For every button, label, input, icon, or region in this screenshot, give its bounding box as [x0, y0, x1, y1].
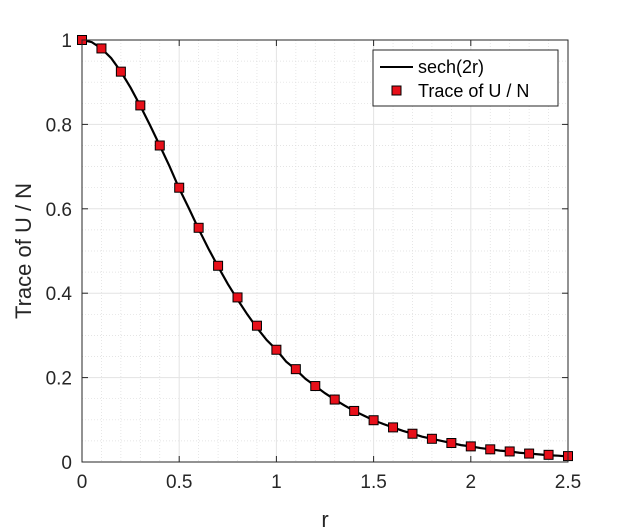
y-tick-label: 0 [61, 453, 72, 474]
data-point-marker [388, 422, 399, 433]
y-tick-label: 0.6 [46, 200, 72, 221]
legend-label-line: sech(2r) [418, 57, 484, 77]
x-tick-label: 0 [77, 472, 88, 493]
x-tick-label: 1 [271, 472, 282, 493]
data-point-marker [368, 415, 379, 426]
legend: sech(2r) Trace of U / N [372, 49, 559, 107]
x-tick-label: 1.5 [360, 472, 386, 493]
data-point-marker [135, 100, 146, 111]
x-axis-label: r [321, 507, 328, 531]
legend-box [372, 49, 559, 107]
data-point-marker [232, 292, 243, 303]
data-point-marker [271, 344, 282, 355]
y-tick-label: 0.2 [46, 369, 72, 390]
data-point-marker [154, 140, 165, 151]
plot-frame [81, 39, 569, 463]
data-point-marker [290, 364, 301, 375]
data-point-marker [213, 260, 224, 271]
x-tick-label: 0.5 [166, 472, 192, 493]
data-point-marker [543, 449, 554, 460]
data-point-marker [251, 320, 262, 331]
data-point-marker [426, 433, 437, 444]
legend-label-markers: Trace of U / N [418, 81, 529, 101]
data-point-marker [174, 182, 185, 193]
data-point-marker [310, 381, 321, 392]
data-point-marker [485, 444, 496, 455]
data-point-marker [446, 438, 457, 449]
data-point-marker [504, 446, 515, 457]
tick-layer: 0 0.5 1 1.5 2 2.5 0 0.2 0.4 0.6 0.8 1 [46, 31, 582, 493]
y-tick-label: 0.8 [46, 115, 72, 136]
y-tick-label: 0.4 [46, 284, 73, 305]
data-point-marker [96, 43, 107, 54]
x-tick-label: 2.5 [555, 472, 581, 493]
data-point-marker [115, 66, 126, 77]
data-point-marker [349, 405, 360, 416]
data-point-marker [407, 428, 418, 439]
data-point-marker [329, 394, 340, 405]
y-tick-label: 1 [61, 31, 72, 52]
data-point-marker [524, 448, 535, 459]
y-axis-label: Trace of U / N [11, 183, 36, 319]
x-tick-label: 2 [466, 472, 477, 493]
data-point-marker [465, 441, 476, 452]
data-point-marker [193, 222, 204, 233]
legend-marker-swatch [391, 85, 402, 96]
